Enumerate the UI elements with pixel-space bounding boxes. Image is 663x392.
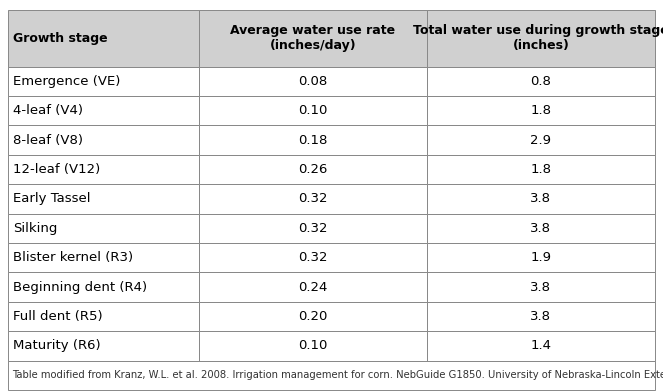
Text: Growth stage: Growth stage	[13, 32, 108, 45]
Bar	[199, 67, 426, 96]
Text: Silking: Silking	[13, 222, 58, 235]
Text: Early Tassel: Early Tassel	[13, 192, 91, 205]
Text: 0.24: 0.24	[298, 281, 328, 294]
Bar	[8, 10, 199, 67]
Bar	[199, 331, 426, 361]
Bar	[8, 243, 199, 272]
Bar	[426, 331, 655, 361]
Bar	[199, 10, 426, 67]
Bar	[8, 272, 199, 302]
Bar	[199, 125, 426, 155]
Bar	[199, 155, 426, 184]
Text: Emergence (VE): Emergence (VE)	[13, 75, 121, 88]
Bar	[8, 214, 199, 243]
Text: 0.32: 0.32	[298, 192, 328, 205]
Bar	[199, 96, 426, 125]
Text: 0.26: 0.26	[298, 163, 328, 176]
Text: 1.4: 1.4	[530, 339, 552, 352]
Text: 1.8: 1.8	[530, 163, 552, 176]
Bar	[8, 67, 199, 96]
Bar	[8, 361, 655, 390]
Text: Total water use during growth stage
(inches): Total water use during growth stage (inc…	[413, 24, 663, 52]
Text: 0.8: 0.8	[530, 75, 551, 88]
Bar	[426, 10, 655, 67]
Bar	[8, 125, 199, 155]
Text: Average water use rate
(inches/day): Average water use rate (inches/day)	[230, 24, 395, 52]
Text: Full dent (R5): Full dent (R5)	[13, 310, 103, 323]
Text: Maturity (R6): Maturity (R6)	[13, 339, 101, 352]
Text: 0.08: 0.08	[298, 75, 328, 88]
Bar	[8, 155, 199, 184]
Text: 3.8: 3.8	[530, 192, 552, 205]
Bar	[426, 243, 655, 272]
Text: 12-leaf (V12): 12-leaf (V12)	[13, 163, 101, 176]
Bar	[426, 96, 655, 125]
Text: 1.9: 1.9	[530, 251, 552, 264]
Text: 0.20: 0.20	[298, 310, 328, 323]
Bar	[199, 272, 426, 302]
Text: 0.18: 0.18	[298, 134, 328, 147]
Text: Blister kernel (R3): Blister kernel (R3)	[13, 251, 133, 264]
Bar	[426, 67, 655, 96]
Text: 3.8: 3.8	[530, 281, 552, 294]
Text: 0.10: 0.10	[298, 104, 328, 117]
Text: 8-leaf (V8): 8-leaf (V8)	[13, 134, 84, 147]
Bar	[8, 302, 199, 331]
Bar	[426, 125, 655, 155]
Text: Table modified from Kranz, W.L. et al. 2008. Irrigation management for corn. Neb: Table modified from Kranz, W.L. et al. 2…	[12, 370, 663, 380]
Bar	[426, 272, 655, 302]
Text: 3.8: 3.8	[530, 310, 552, 323]
Bar	[8, 331, 199, 361]
Text: 0.10: 0.10	[298, 339, 328, 352]
Bar	[426, 155, 655, 184]
Bar	[199, 302, 426, 331]
Text: 3.8: 3.8	[530, 222, 552, 235]
Bar	[8, 96, 199, 125]
Bar	[199, 243, 426, 272]
Bar	[426, 302, 655, 331]
Text: Beginning dent (R4): Beginning dent (R4)	[13, 281, 147, 294]
Bar	[199, 184, 426, 214]
Bar	[8, 184, 199, 214]
Text: 0.32: 0.32	[298, 251, 328, 264]
Bar	[199, 214, 426, 243]
Text: 1.8: 1.8	[530, 104, 552, 117]
Bar	[426, 184, 655, 214]
Text: 2.9: 2.9	[530, 134, 552, 147]
Text: 4-leaf (V4): 4-leaf (V4)	[13, 104, 84, 117]
Text: 0.32: 0.32	[298, 222, 328, 235]
Bar	[426, 214, 655, 243]
